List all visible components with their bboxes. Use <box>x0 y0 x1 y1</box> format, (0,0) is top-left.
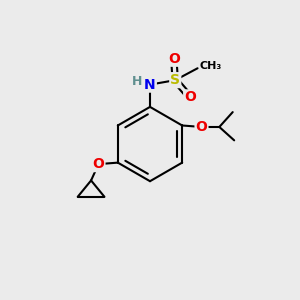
Text: O: O <box>168 52 180 66</box>
Text: N: N <box>144 78 156 92</box>
Text: CH₃: CH₃ <box>200 61 222 71</box>
Text: S: S <box>170 73 180 87</box>
Text: H: H <box>132 74 143 88</box>
Text: O: O <box>93 157 104 171</box>
Text: O: O <box>196 120 207 134</box>
Text: O: O <box>184 90 196 104</box>
